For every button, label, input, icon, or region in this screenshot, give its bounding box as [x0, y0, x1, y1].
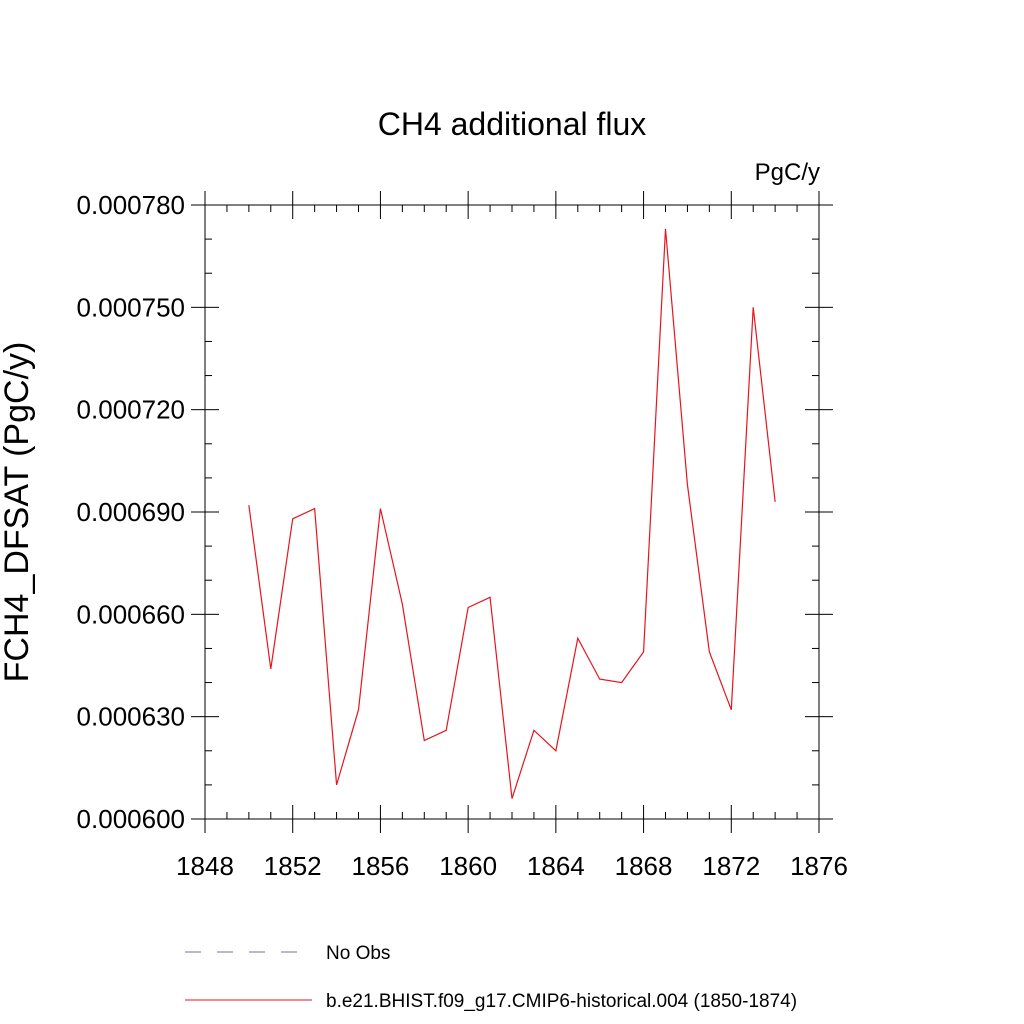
x-tick-labels: 1848 1852 1856 1860 1864 1868 1872 1876 — [176, 851, 848, 881]
x-tick-label: 1876 — [790, 851, 848, 881]
series-layer — [248, 228, 776, 799]
x-tick-label: 1868 — [615, 851, 673, 881]
units-label: PgC/y — [755, 159, 820, 186]
y-tick-label: 0.000690 — [77, 497, 185, 527]
x-tick-label: 1872 — [702, 851, 760, 881]
x-tick-label: 1860 — [439, 851, 497, 881]
x-tick-label: 1864 — [527, 851, 585, 881]
x-tick-label: 1856 — [352, 851, 410, 881]
series-line — [248, 228, 776, 799]
y-tick-label: 0.000750 — [77, 292, 185, 322]
y-tick-label: 0.000720 — [77, 395, 185, 425]
x-tick-label: 1848 — [176, 851, 234, 881]
x-tick-label: 1852 — [264, 851, 322, 881]
y-tick-label: 0.000660 — [77, 599, 185, 629]
legend: No Obs b.e21.BHIST.f09_g17.CMIP6-historic… — [185, 943, 797, 1012]
y-tick-label: 0.000600 — [77, 804, 185, 834]
plot-frame — [204, 204, 820, 820]
y-tick-labels: 0.000600 0.000630 0.000660 0.000690 0.000720… — [77, 190, 185, 834]
chart-title: CH4 additional flux — [378, 106, 647, 142]
legend-label: b.e21.BHIST.f09_g17.CMIP6-historical.004… — [326, 991, 797, 1012]
y-tick-label: 0.000630 — [77, 702, 185, 732]
y-axis-label: FCH4_DFSAT (PgC/y) — [0, 342, 36, 683]
y-tick-label: 0.000780 — [77, 190, 185, 220]
legend-label: No Obs — [326, 943, 390, 964]
tick-marks — [191, 191, 833, 833]
